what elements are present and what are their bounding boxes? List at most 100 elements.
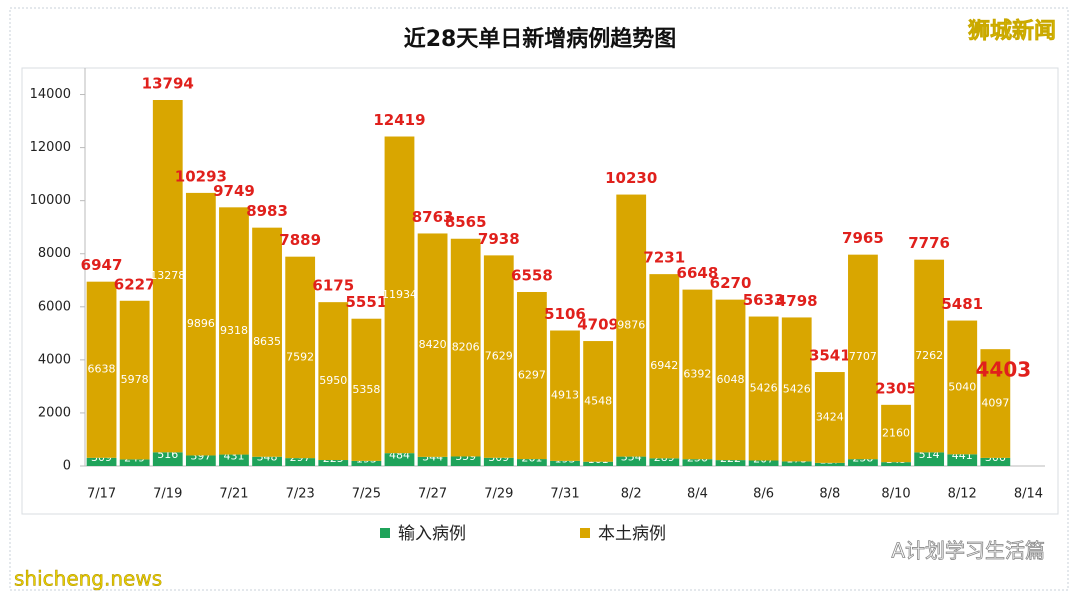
bar-segment [914, 259, 945, 453]
segment-label: 3424 [816, 410, 844, 423]
bar-segment [881, 462, 911, 466]
total-label: 6175 [312, 277, 354, 295]
segment-label: 7629 [485, 350, 513, 363]
x-tick-label: 7/25 [352, 487, 381, 502]
bar-segment [285, 256, 316, 459]
total-label: 5106 [544, 305, 586, 323]
x-tick-label: 8/8 [819, 487, 840, 502]
x-tick-label: 7/19 [153, 487, 182, 502]
footer-left: shicheng.news [14, 567, 162, 591]
y-tick-label: 14000 [30, 87, 71, 102]
bar-segment [450, 456, 481, 466]
segment-label: 2160 [882, 426, 910, 439]
legend-swatch [580, 528, 590, 538]
x-tick-label: 7/23 [286, 487, 315, 502]
segment-label: 9896 [187, 317, 215, 330]
bar-segment [881, 404, 911, 463]
total-label: 3541 [809, 347, 851, 365]
total-label: 10230 [605, 169, 657, 187]
bar-segment [417, 233, 448, 457]
bar-segment [119, 459, 150, 466]
y-tick-label: 10000 [30, 193, 71, 208]
total-label: 8983 [246, 202, 288, 220]
total-label: 7231 [643, 249, 685, 267]
segment-label: 6048 [717, 373, 745, 386]
bar-segment [914, 452, 945, 466]
bar-segment [583, 341, 613, 462]
total-label: 7889 [279, 231, 321, 249]
segment-label: 7592 [286, 350, 314, 363]
segment-label: 8206 [452, 341, 480, 354]
x-tick-label: 7/27 [418, 487, 447, 502]
legend-label: 本土病例 [598, 524, 666, 544]
bar-segment [649, 458, 680, 466]
total-label: 7938 [478, 230, 520, 248]
bar-segment [152, 452, 183, 466]
bar-segment [814, 372, 845, 463]
segment-label: 5950 [319, 374, 347, 387]
y-tick-label: 12000 [30, 140, 71, 155]
total-label: 6558 [511, 266, 553, 284]
x-tick-label: 8/14 [1014, 487, 1043, 502]
bar-segment [682, 459, 713, 466]
segment-label: 4548 [584, 394, 612, 407]
total-label: 6648 [677, 264, 719, 282]
chart-title: 近28天单日新增病例趋势图 [404, 26, 677, 52]
total-label: 10293 [175, 167, 227, 185]
bar-segment [980, 349, 1011, 458]
segment-label: 8635 [253, 335, 281, 348]
total-label: 5633 [743, 291, 785, 309]
plot-frame [21, 67, 1059, 515]
bar-segment [152, 99, 183, 453]
segment-label: 6942 [650, 359, 678, 372]
bar-segment [483, 255, 514, 458]
x-tick-label: 7/21 [219, 487, 248, 502]
segment-label: 6392 [683, 367, 711, 380]
segment-label: 13278 [150, 269, 185, 282]
y-tick-label: 8000 [38, 246, 71, 261]
segment-label: 7707 [849, 350, 877, 363]
total-label: 5481 [941, 295, 983, 313]
total-label: 7965 [842, 229, 884, 247]
segment-label: 5426 [750, 382, 778, 395]
bar-segment [86, 457, 117, 466]
bar-segment [483, 457, 514, 466]
bar-segment [252, 227, 282, 457]
total-label: 2305 [875, 379, 917, 397]
bar-segment [814, 462, 845, 466]
segment-label: 5040 [948, 380, 976, 393]
bar-segment [715, 460, 746, 466]
segment-label: 9318 [220, 324, 248, 337]
total-label: 4798 [776, 292, 818, 310]
bar-segment [616, 456, 647, 466]
bar-segment [980, 457, 1011, 466]
segment-label: 4097 [981, 397, 1009, 410]
total-label: 6947 [81, 256, 123, 274]
bar-segment [252, 456, 282, 466]
total-label: 4709 [577, 316, 619, 334]
bar-segment [848, 459, 878, 466]
total-label: 7776 [908, 234, 950, 252]
frame [9, 7, 1069, 591]
segment-label: 6297 [518, 369, 546, 382]
bar-segment [517, 459, 547, 466]
y-tick-label: 6000 [38, 299, 71, 314]
bar-segment [119, 300, 150, 460]
x-tick-label: 8/4 [687, 487, 708, 502]
total-label: 8565 [445, 213, 487, 231]
bar-segment [781, 317, 812, 462]
bar-segment [384, 453, 415, 466]
total-label: 6227 [114, 275, 156, 293]
segment-label: 5426 [783, 382, 811, 395]
bar-segment [318, 302, 349, 461]
x-tick-label: 7/17 [87, 487, 116, 502]
x-tick-label: 7/31 [550, 487, 579, 502]
bar-segment [682, 289, 713, 460]
segment-label: 6638 [88, 363, 116, 376]
bar-segment [318, 460, 349, 466]
segment-label: 9876 [617, 319, 645, 332]
x-tick-label: 8/2 [621, 487, 642, 502]
bar-segment [947, 320, 978, 455]
bar-segment [748, 316, 779, 461]
